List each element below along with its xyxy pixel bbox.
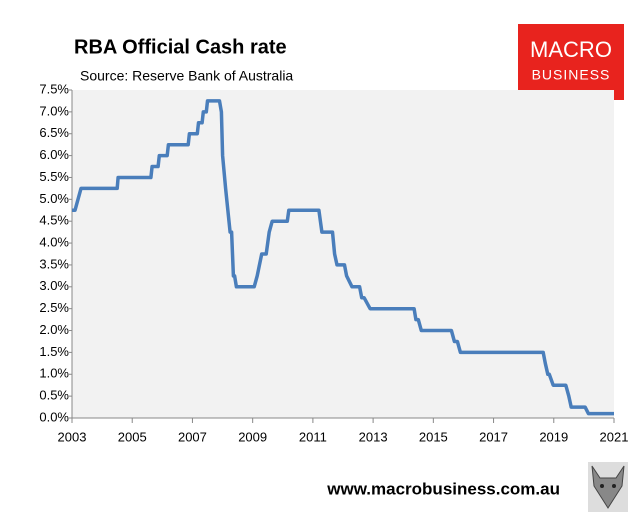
- y-tick-label: 0.0%: [39, 409, 69, 424]
- logo-box: [518, 24, 624, 100]
- y-tick-label: 0.5%: [39, 388, 69, 403]
- x-tick-label: 2005: [118, 429, 147, 444]
- y-tick-label: 5.0%: [39, 191, 69, 206]
- x-tick-label: 2021: [600, 429, 629, 444]
- logo-text: BUSINESS: [532, 67, 611, 83]
- y-tick-label: 2.5%: [39, 300, 69, 315]
- wolf-icon: [588, 462, 628, 512]
- y-tick-label: 3.0%: [39, 278, 69, 293]
- chart-title: RBA Official Cash rate: [74, 36, 287, 58]
- logo-text: MACRO: [530, 37, 612, 62]
- y-tick-label: 6.5%: [39, 125, 69, 140]
- x-tick-label: 2011: [299, 429, 327, 444]
- x-tick-label: 2007: [178, 429, 207, 444]
- y-tick-label: 6.0%: [39, 147, 69, 162]
- y-tick-label: 1.0%: [39, 366, 69, 381]
- footer: www.macrobusiness.com.au: [326, 479, 560, 498]
- line-series: [72, 99, 614, 416]
- y-tick-label: 5.5%: [39, 169, 69, 184]
- y-tick-label: 2.0%: [39, 322, 69, 337]
- y-tick-label: 7.5%: [39, 81, 69, 96]
- chart-subtitle: Source: Reserve Bank of Australia: [80, 68, 293, 84]
- plot-area: [72, 90, 614, 418]
- y-tick-label: 3.5%: [39, 256, 69, 271]
- y-tick-label: 7.0%: [39, 103, 69, 118]
- y-tick-label: 4.5%: [39, 213, 69, 228]
- x-tick-label: 2009: [238, 429, 267, 444]
- x-tick-label: 2003: [58, 429, 87, 444]
- x-tick-label: 2019: [539, 429, 568, 444]
- x-tick-label: 2017: [479, 429, 508, 444]
- x-tick-label: 2013: [359, 429, 388, 444]
- y-tick-label: 1.5%: [39, 344, 69, 359]
- x-tick-label: 2015: [419, 429, 448, 444]
- y-tick-label: 4.0%: [39, 235, 69, 250]
